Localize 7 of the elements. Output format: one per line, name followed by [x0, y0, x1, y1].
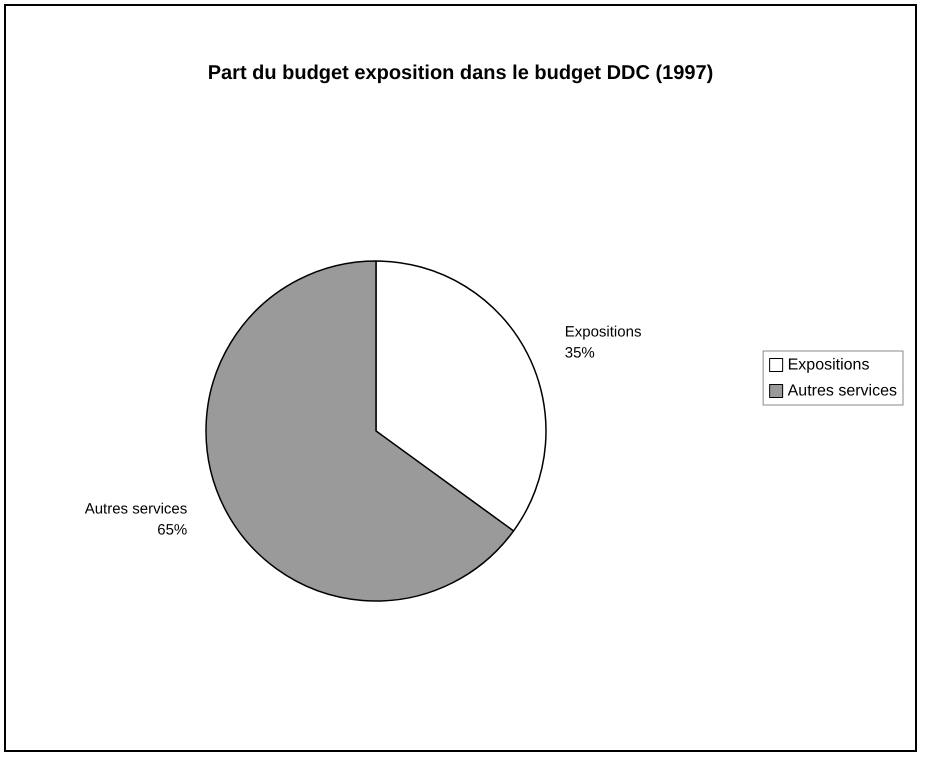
legend-label: Autres services	[788, 382, 898, 400]
data-label: 65%	[157, 522, 188, 539]
slice-label: Autres services	[84, 500, 188, 518]
chart-title: Part du budget exposition dans le budget DDC (1997)	[208, 62, 714, 84]
slice-label: Expositions	[564, 323, 642, 340]
data-label: 35%	[564, 344, 595, 362]
legend-label: Expositions	[788, 356, 870, 374]
